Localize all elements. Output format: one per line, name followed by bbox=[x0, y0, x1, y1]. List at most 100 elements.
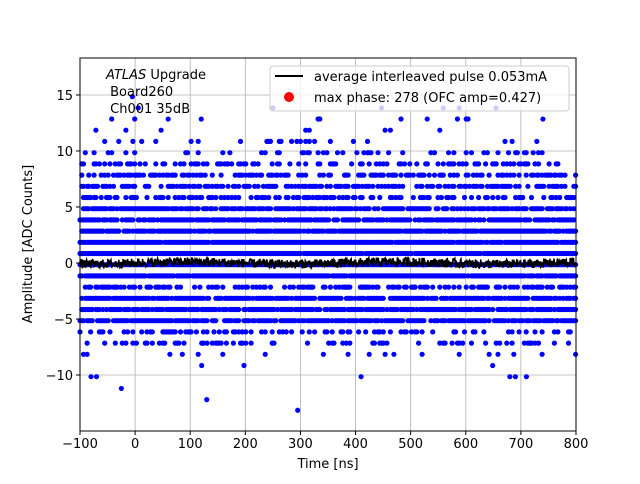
data-point bbox=[502, 284, 508, 290]
data-point bbox=[273, 183, 279, 189]
data-point bbox=[428, 150, 434, 156]
data-point bbox=[541, 194, 547, 201]
data-point bbox=[243, 329, 249, 335]
data-point bbox=[551, 340, 558, 346]
data-point bbox=[465, 172, 471, 178]
data-point bbox=[114, 217, 120, 223]
data-point bbox=[107, 161, 113, 167]
data-point bbox=[181, 172, 187, 178]
data-point bbox=[123, 150, 129, 156]
x-tick-label: 400 bbox=[343, 437, 368, 452]
data-point bbox=[296, 194, 302, 201]
data-point bbox=[366, 206, 372, 212]
data-point bbox=[86, 172, 92, 178]
data-point bbox=[396, 284, 402, 290]
data-point bbox=[407, 217, 413, 223]
data-point bbox=[403, 329, 409, 335]
data-point bbox=[336, 194, 342, 201]
data-point-outlier bbox=[198, 116, 204, 122]
data-point bbox=[287, 161, 293, 167]
data-point bbox=[259, 150, 265, 156]
data-point bbox=[218, 340, 224, 346]
data-point bbox=[308, 217, 314, 223]
data-point bbox=[377, 194, 383, 201]
data-point bbox=[204, 340, 210, 346]
data-point bbox=[239, 284, 245, 290]
data-point bbox=[347, 284, 353, 290]
data-point bbox=[181, 340, 187, 346]
data-point bbox=[442, 340, 448, 346]
data-point bbox=[564, 284, 570, 290]
data-point bbox=[283, 329, 289, 335]
data-point bbox=[89, 306, 95, 313]
data-point bbox=[544, 284, 550, 290]
data-point bbox=[527, 217, 533, 223]
data-point bbox=[193, 329, 199, 335]
data-point bbox=[414, 161, 420, 167]
data-point bbox=[400, 150, 406, 156]
annotation-board: Board260 bbox=[106, 85, 173, 100]
data-point bbox=[100, 228, 106, 234]
data-point bbox=[398, 194, 404, 201]
data-point bbox=[438, 228, 445, 234]
data-point bbox=[153, 172, 159, 178]
data-point bbox=[539, 284, 545, 290]
data-point bbox=[84, 351, 90, 357]
data-point bbox=[523, 150, 529, 156]
data-point bbox=[375, 183, 381, 189]
data-point bbox=[213, 194, 219, 201]
data-point bbox=[289, 329, 295, 335]
data-point bbox=[160, 194, 166, 201]
data-point bbox=[495, 351, 501, 357]
data-point bbox=[476, 194, 482, 201]
data-point bbox=[133, 194, 139, 201]
data-point bbox=[435, 161, 441, 167]
average-pulse-series bbox=[79, 254, 577, 271]
x-axis-label: Time [ns] bbox=[296, 457, 358, 472]
data-point bbox=[359, 194, 365, 201]
data-point bbox=[446, 150, 452, 156]
data-point bbox=[266, 194, 272, 201]
data-point bbox=[505, 150, 512, 156]
annotation-atlas: ATLAS bbox=[105, 68, 146, 83]
data-point bbox=[435, 206, 441, 212]
data-point bbox=[303, 138, 309, 144]
data-point bbox=[535, 161, 542, 167]
data-point bbox=[186, 273, 192, 279]
data-point bbox=[317, 172, 323, 178]
data-point bbox=[419, 228, 425, 234]
data-point bbox=[382, 351, 388, 357]
data-point bbox=[564, 206, 570, 212]
data-point bbox=[451, 150, 457, 156]
data-point bbox=[100, 306, 106, 313]
x-tick-label: 700 bbox=[508, 437, 533, 452]
data-point bbox=[197, 183, 203, 189]
data-point bbox=[322, 284, 328, 290]
data-point bbox=[380, 295, 386, 301]
data-point bbox=[486, 295, 492, 301]
data-point bbox=[437, 127, 443, 133]
data-point bbox=[447, 172, 453, 178]
data-point bbox=[312, 329, 318, 335]
data-point bbox=[371, 340, 378, 346]
data-point bbox=[426, 206, 432, 212]
data-point bbox=[509, 329, 515, 335]
data-point bbox=[327, 284, 333, 290]
data-point bbox=[386, 150, 392, 156]
data-point bbox=[424, 284, 430, 290]
data-point bbox=[502, 138, 508, 144]
data-point bbox=[391, 351, 397, 357]
data-point bbox=[525, 183, 531, 189]
y-tick-label: −10 bbox=[46, 369, 73, 384]
data-point bbox=[267, 138, 274, 144]
data-point bbox=[114, 206, 120, 212]
data-point bbox=[276, 161, 282, 167]
data-point bbox=[449, 340, 455, 346]
data-point bbox=[389, 194, 395, 201]
data-point bbox=[470, 284, 476, 290]
data-point bbox=[530, 172, 536, 178]
y-tick-label: 5 bbox=[65, 201, 73, 216]
data-point bbox=[303, 161, 309, 167]
annotation-upgrade: Upgrade bbox=[146, 68, 206, 83]
data-point bbox=[98, 194, 104, 201]
